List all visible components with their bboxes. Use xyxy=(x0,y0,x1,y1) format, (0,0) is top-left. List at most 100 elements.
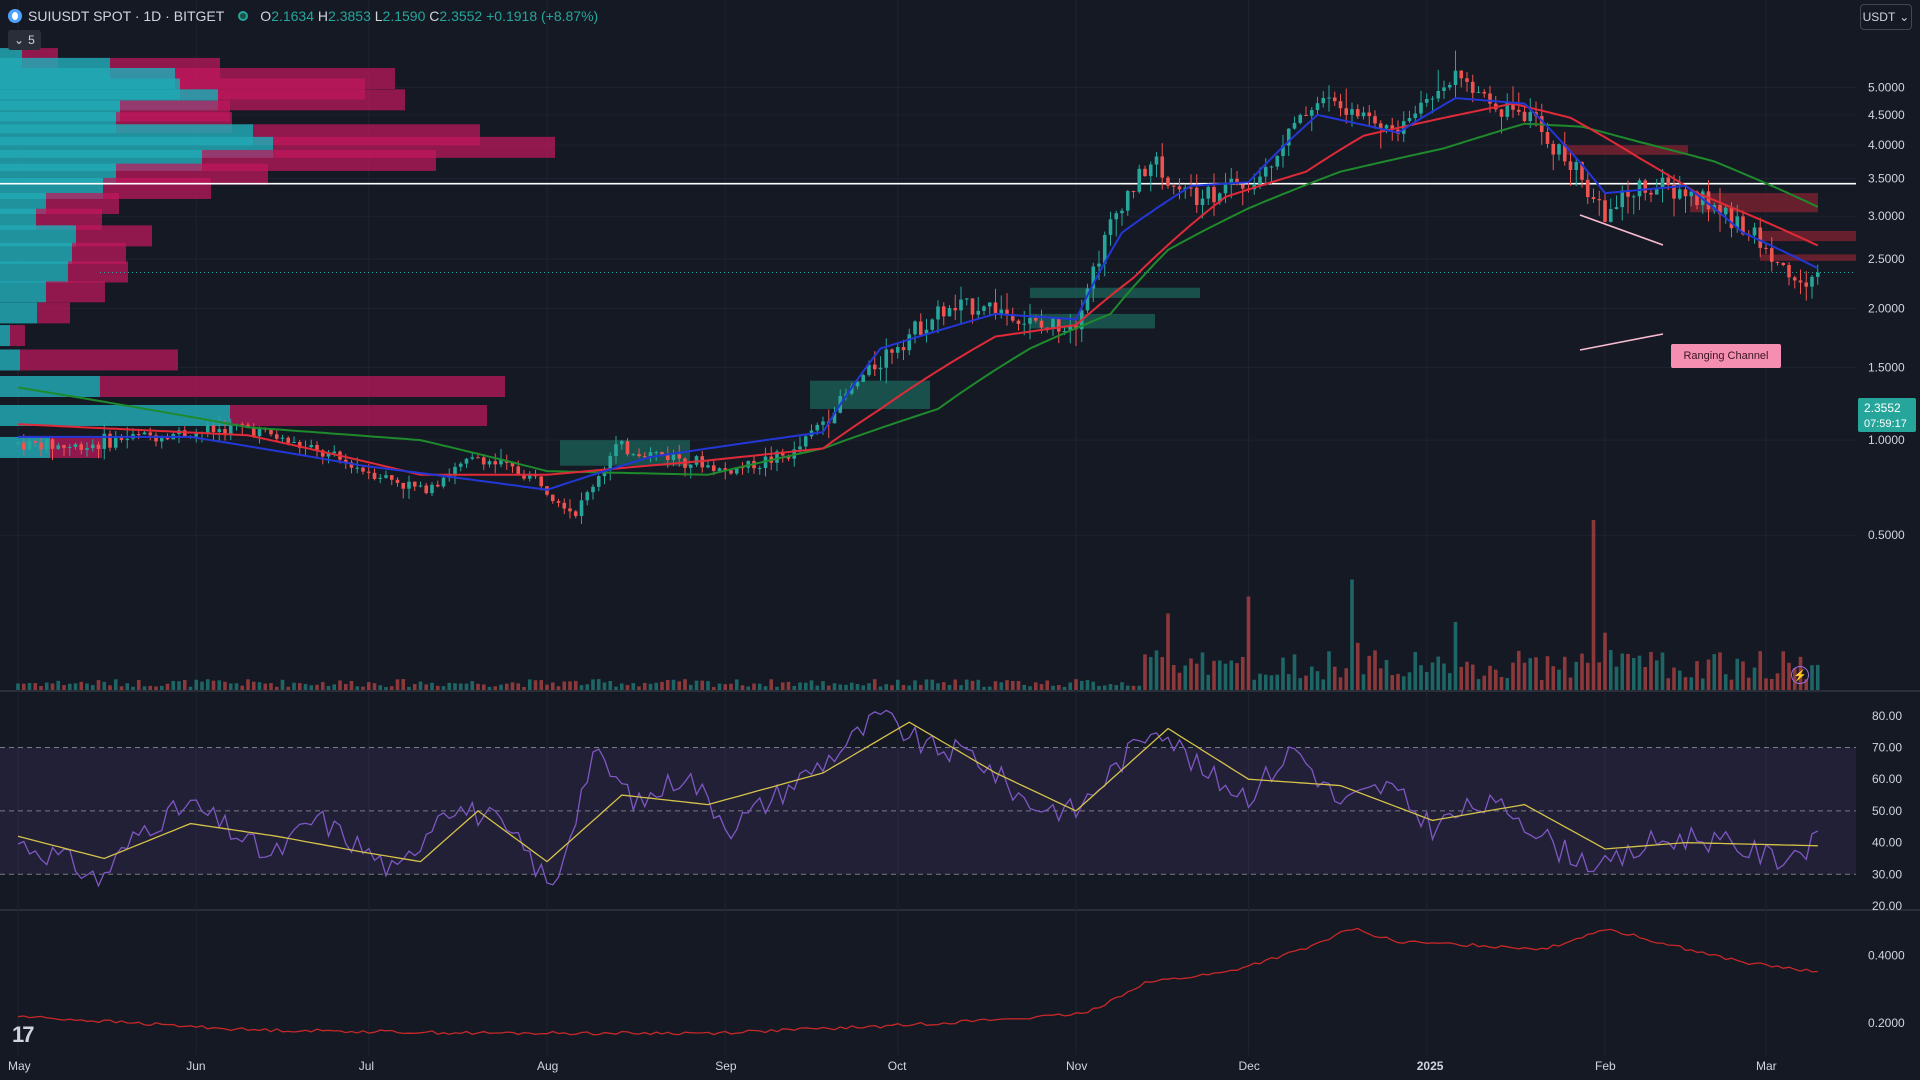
volume-bar xyxy=(626,685,630,690)
candle-down xyxy=(1799,280,1803,282)
rsi-axis-label: 70.00 xyxy=(1872,741,1902,755)
volume-bar xyxy=(1632,658,1636,690)
volume-bar xyxy=(580,685,584,690)
price-axis-label: 5.0000 xyxy=(1868,80,1905,94)
currency-select[interactable]: USDT ⌄ xyxy=(1860,4,1912,30)
volume-bar xyxy=(45,683,49,690)
rsi-axis-label: 50.00 xyxy=(1872,804,1902,818)
candle-up xyxy=(879,368,883,370)
open-value: 2.1634 xyxy=(271,8,314,24)
volume-bar xyxy=(1724,674,1728,690)
volume-bar xyxy=(344,684,348,690)
candle-down xyxy=(275,434,279,438)
volume-bar xyxy=(689,685,693,690)
volume-bar xyxy=(292,683,296,690)
volume-bar xyxy=(1264,675,1268,690)
candle-up xyxy=(384,475,388,478)
tradingview-logo[interactable]: 17 xyxy=(12,1022,32,1048)
candle-down xyxy=(97,445,101,449)
volume-bar xyxy=(1764,678,1768,690)
volume-bar xyxy=(971,681,975,690)
candle-down xyxy=(1333,97,1337,101)
candle-up xyxy=(1316,103,1320,110)
candle-up xyxy=(114,437,118,447)
indicator-legend-toggle[interactable]: ⌄ 5 xyxy=(8,30,41,50)
candle-down xyxy=(1793,277,1797,280)
candle-up xyxy=(1321,98,1325,103)
volume-bar xyxy=(1126,686,1130,690)
candle-up xyxy=(689,465,693,468)
candle-down xyxy=(108,434,112,448)
volume-bar xyxy=(361,687,365,690)
volume-bar xyxy=(453,683,457,690)
volume-profile-buy-bar xyxy=(0,376,100,397)
volume-bar xyxy=(769,679,773,690)
volume-bar xyxy=(1120,682,1124,690)
candle-up xyxy=(85,448,89,450)
volume-bar xyxy=(539,680,543,690)
candle-up xyxy=(580,500,584,516)
volume-bar xyxy=(33,683,37,690)
candle-up xyxy=(28,441,32,450)
candle-up xyxy=(1678,189,1682,198)
volume-bar xyxy=(482,684,486,690)
volume-bar xyxy=(1218,660,1222,690)
volume-bar xyxy=(988,687,992,690)
ranging-channel-label[interactable]: Ranging Channel xyxy=(1671,344,1781,368)
volume-bar xyxy=(1143,654,1147,690)
candle-up xyxy=(355,468,359,469)
volume-bar xyxy=(51,683,55,690)
volume-bar xyxy=(798,682,802,690)
volume-bar xyxy=(1183,665,1187,690)
candle-up xyxy=(332,452,336,454)
candle-up xyxy=(1109,219,1113,235)
volume-bar xyxy=(1316,671,1320,690)
candle-up xyxy=(1448,85,1452,87)
candle-down xyxy=(1241,185,1245,189)
volume-bar xyxy=(407,687,411,690)
volume-bar xyxy=(131,687,135,690)
volume-bar xyxy=(844,685,848,690)
volume-bar xyxy=(459,684,463,690)
lightning-icon[interactable]: ⚡ xyxy=(1791,666,1809,684)
wave-annotation-line xyxy=(1580,334,1663,350)
candle-up xyxy=(459,464,463,467)
candle-up xyxy=(160,438,164,441)
volume-bar xyxy=(1563,657,1567,690)
volume-bar xyxy=(263,684,267,690)
candle-up xyxy=(1293,123,1297,129)
volume-bar xyxy=(1413,652,1417,690)
volume-bar xyxy=(700,681,704,690)
volume-bar xyxy=(102,682,106,690)
volume-bar xyxy=(258,682,262,690)
symbol-title[interactable]: SUIUSDT SPOT · 1D · BITGET xyxy=(28,8,224,24)
volume-bar xyxy=(424,684,428,690)
volume-bar xyxy=(298,683,302,690)
volume-profile-buy-bar xyxy=(0,349,20,370)
volume-bar xyxy=(401,679,405,690)
candle-up xyxy=(718,468,722,471)
supply-demand-zone xyxy=(1760,254,1856,260)
volume-bar xyxy=(1666,678,1670,690)
candle-up xyxy=(1149,165,1153,177)
volume-bar xyxy=(654,683,658,690)
candle-down xyxy=(1551,144,1555,155)
volume-bar xyxy=(976,680,980,690)
volume-bar xyxy=(1741,661,1745,690)
candle-up xyxy=(1431,99,1435,100)
volume-bar xyxy=(373,683,377,690)
volume-bar xyxy=(1494,670,1498,690)
candle-up xyxy=(815,425,819,431)
candle-up xyxy=(1557,144,1561,154)
candle-up xyxy=(672,454,676,460)
volume-bar xyxy=(505,684,509,690)
volume-bar xyxy=(338,680,342,690)
volume-bar xyxy=(574,681,578,690)
volume-bar xyxy=(528,679,532,690)
volume-bar xyxy=(1068,683,1072,690)
volume-bar xyxy=(775,687,779,690)
volume-bar xyxy=(1385,660,1389,690)
volume-bar xyxy=(879,687,883,690)
volume-bar xyxy=(614,687,618,690)
